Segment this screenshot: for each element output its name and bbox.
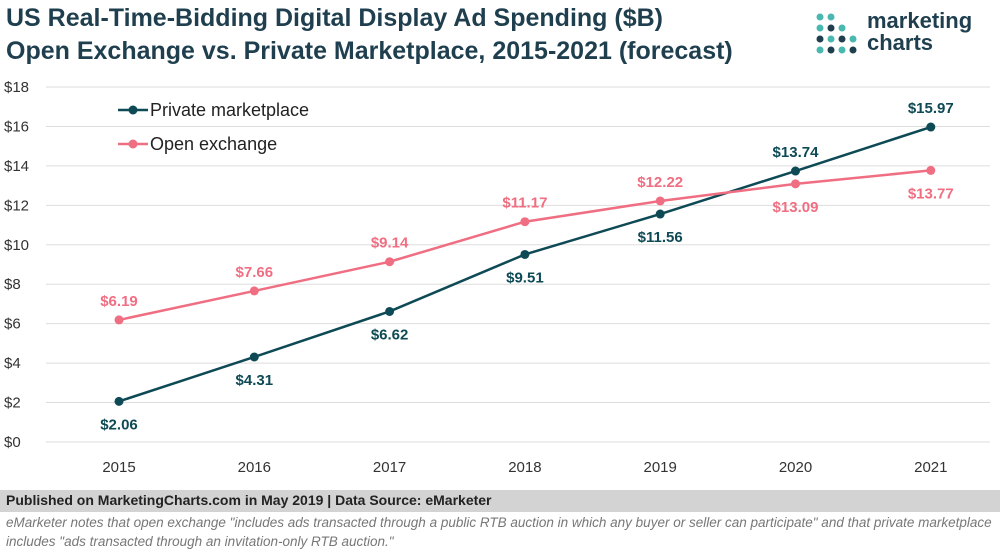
x-tick-label: 2021 (914, 459, 947, 476)
data-label-open: $13.09 (773, 199, 819, 216)
data-point-private (385, 306, 395, 316)
line-chart: $0 $2 $4 $6 $8 $10 $12 $14 $16 $18 2015 2016 2017 201… (4, 79, 990, 476)
logo-line2: charts (867, 30, 934, 55)
data-point-open (249, 286, 259, 296)
data-label-open: $9.14 (371, 235, 409, 252)
data-point-open (655, 196, 665, 206)
data-label-private: $9.51 (506, 269, 544, 286)
footer-source: Published on MarketingCharts.com in May … (6, 492, 492, 508)
legend-marker (128, 139, 138, 149)
logo-dots-icon (816, 13, 857, 54)
y-tick-label: $16 (4, 118, 29, 135)
data-label-private: $15.97 (908, 100, 954, 117)
data-label-private: $6.62 (371, 326, 409, 343)
data-label-private: $2.06 (100, 416, 138, 433)
data-label-open: $13.77 (908, 185, 954, 202)
y-tick-label: $18 (4, 79, 29, 96)
data-point-private (791, 166, 800, 176)
y-tick-label: $12 (4, 197, 29, 214)
data-point-open (926, 165, 936, 175)
y-tick-label: $2 (4, 395, 21, 412)
x-tick-label: 2017 (373, 459, 406, 476)
logo-line1: marketing (867, 8, 973, 33)
logo-text: marketing charts (867, 10, 972, 54)
data-label-open: $12.22 (637, 174, 683, 191)
data-point-private (520, 249, 530, 259)
data-point-private (926, 122, 936, 132)
legend-label: Private marketplace (150, 100, 309, 120)
x-tick-label: 2020 (779, 459, 812, 476)
data-label-private: $4.31 (236, 372, 274, 389)
marketingcharts-logo: marketing charts (815, 10, 995, 60)
data-point-private (249, 352, 259, 362)
data-label-open: $11.17 (502, 195, 547, 212)
data-label-open: $7.66 (236, 264, 274, 281)
legend-label: Open exchange (150, 134, 277, 154)
chart-subtitle: Open Exchange vs. Private Marketplace, 2… (6, 37, 733, 65)
data-label-private: $13.74 (773, 144, 820, 161)
x-tick-label: 2016 (238, 459, 271, 476)
legend-marker (128, 105, 138, 115)
y-tick-label: $14 (4, 158, 29, 175)
x-tick-label: 2019 (644, 459, 677, 476)
y-tick-label: $0 (4, 434, 21, 451)
data-point-open (520, 217, 530, 227)
data-label-private: $11.56 (638, 229, 683, 246)
data-point-private (655, 209, 665, 219)
y-tick-label: $10 (4, 237, 29, 254)
data-point-open (114, 315, 124, 325)
x-tick-label: 2015 (102, 459, 135, 476)
data-point-private (114, 396, 124, 406)
y-tick-label: $8 (4, 276, 21, 293)
data-point-open (791, 179, 800, 189)
data-label-open: $6.19 (100, 293, 138, 310)
data-point-open (385, 257, 395, 267)
footer-note: eMarketer notes that open exchange "incl… (6, 515, 992, 549)
y-tick-label: $6 (4, 316, 21, 333)
x-tick-label: 2018 (508, 459, 541, 476)
y-tick-label: $4 (4, 355, 21, 372)
footer-bar: Published on MarketingCharts.com in May … (0, 490, 1000, 512)
chart-title: US Real-Time-Bidding Digital Display Ad … (6, 4, 663, 32)
